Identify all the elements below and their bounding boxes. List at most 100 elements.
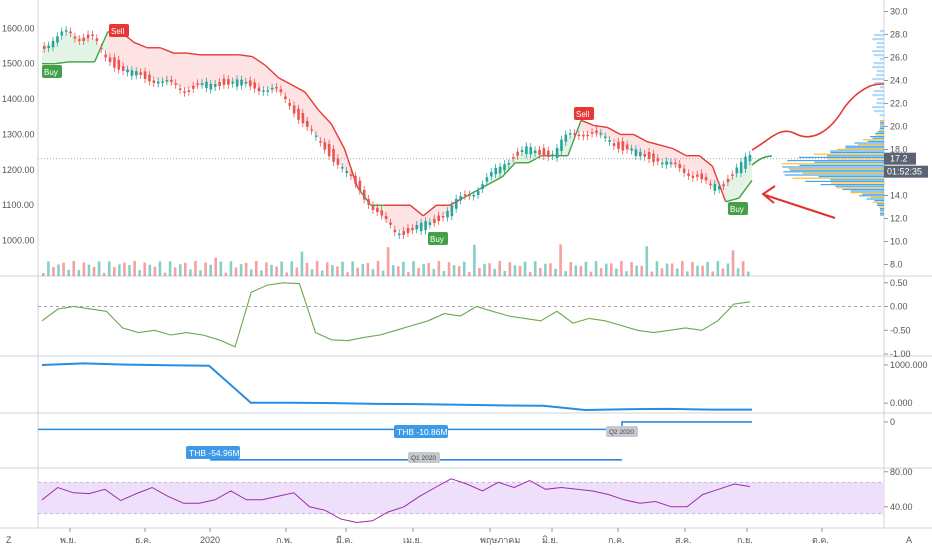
volume-bar (67, 269, 70, 276)
volume-profile-bar (880, 214, 884, 216)
supertrend-line (160, 47, 174, 54)
volume-profile-bar (877, 131, 884, 133)
candle-body (165, 79, 169, 82)
candle-body (244, 81, 248, 84)
candle-body (288, 102, 292, 106)
auto-scale-button[interactable]: A (906, 535, 912, 545)
candle-body (148, 74, 151, 82)
x-axis: พ.ย. ธ.ค. 2020 ก.พ. มี.ค. เม.ย. พฤษภาคม มิ.ย. ก.… (6, 528, 912, 545)
x-tick-label: เม.ย. (403, 535, 422, 545)
candle-body (700, 173, 704, 180)
candle-body (643, 154, 647, 157)
supertrend-fill (252, 56, 266, 89)
volume-bar (599, 268, 603, 276)
volume-profile-bar (872, 106, 884, 109)
supertrend-line (698, 155, 713, 167)
supertrend-line (291, 84, 306, 93)
candle-body (735, 167, 739, 174)
volume-bar (650, 271, 654, 276)
volume-bar (239, 264, 243, 276)
supertrend-line (633, 133, 648, 143)
candle-body (586, 134, 590, 137)
volume-bar (113, 267, 116, 276)
candle-body (174, 83, 178, 85)
candle-body (722, 184, 725, 187)
volume-bar (589, 271, 593, 276)
candle-body (275, 86, 278, 89)
volume-profile-bar (859, 195, 884, 197)
secondary-tick-label: 30.0 (890, 7, 908, 17)
candle-body (398, 233, 401, 236)
price-tick-label: 1000.00 (2, 236, 35, 246)
supertrend-line (239, 54, 253, 58)
price-tick-label: 1400.00 (2, 94, 35, 104)
volume-bar (452, 265, 456, 276)
volume-profile-bar (831, 182, 884, 184)
candle-body (595, 130, 598, 133)
volume-bar (670, 263, 674, 276)
candle-body (205, 81, 208, 89)
volume-bar (503, 270, 507, 276)
volume-bar (584, 261, 588, 276)
volume-profile-bar (880, 126, 884, 128)
volume-bar (544, 263, 547, 276)
volume-bar (52, 267, 55, 276)
candle-body (656, 158, 660, 162)
secondary-tick-label: 18.0 (890, 145, 908, 155)
rsi-panel: 80.00 40.00 (38, 467, 913, 524)
volume-profile-bar (875, 132, 884, 134)
candle-body (568, 133, 572, 135)
candle-body (437, 215, 441, 221)
secondary-tick-label: 10.0 (890, 237, 908, 247)
volume-bar (610, 263, 613, 276)
candle-body (108, 57, 112, 63)
candle-body (270, 87, 274, 90)
candle-body (731, 174, 734, 176)
candle-body (310, 129, 313, 131)
volume-bar (574, 265, 578, 276)
volume-bar (711, 271, 715, 276)
volume-bar (675, 268, 679, 276)
candle-body (99, 47, 103, 50)
volume-bar (660, 268, 664, 276)
volume-bar (244, 262, 248, 276)
candle-body (231, 81, 235, 84)
candle-body (314, 135, 318, 137)
volume-bar (488, 263, 491, 276)
candle-body (393, 229, 397, 233)
volume-profile-bar (876, 46, 884, 49)
candle-body (248, 80, 252, 87)
supertrend-line (607, 126, 621, 136)
candle-body (424, 221, 427, 231)
volume-profile-bar (858, 144, 884, 146)
volume-profile-bar (784, 174, 884, 176)
timezone-z-button[interactable]: Z (6, 535, 12, 545)
volume-bar (508, 262, 512, 276)
candle-body (463, 194, 467, 196)
supertrend-fill (199, 54, 213, 87)
volume-bar (204, 262, 207, 276)
x-tick-label: 2020 (200, 535, 220, 545)
supertrend-fill (265, 65, 279, 92)
volume-bar (681, 261, 684, 276)
volume-profile-bar (872, 50, 884, 53)
volume-profile-bar (783, 171, 884, 173)
signal-buy-label: Buy (730, 205, 744, 214)
volume-profile-bar (872, 78, 884, 81)
volume-bar (731, 250, 735, 276)
candle-body (555, 147, 559, 158)
supertrend-fill (725, 169, 739, 202)
candle-body (411, 228, 414, 231)
supertrend-fill (120, 31, 135, 75)
price-tick-label: 1200.00 (2, 165, 35, 175)
volume-bar (615, 268, 618, 276)
candle-body (406, 228, 410, 233)
volume-bar (57, 264, 60, 276)
candle-body (726, 178, 730, 183)
candle-body (78, 39, 81, 41)
candle-body (682, 168, 686, 173)
countdown-badge (884, 165, 928, 178)
volume-profile-bar (879, 86, 884, 89)
volume-bar (168, 261, 172, 276)
